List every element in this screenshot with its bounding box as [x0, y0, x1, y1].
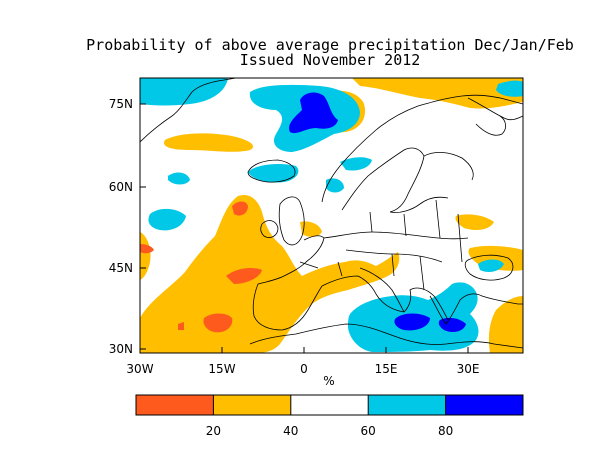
chart-subtitle: Issued November 2012 [239, 51, 421, 69]
orange-region-iceland [164, 133, 254, 152]
turkey-coast [481, 295, 523, 305]
greece-coast [429, 293, 483, 325]
north-africa-coast [249, 323, 523, 349]
orange-region-ukraine [455, 214, 494, 230]
colorbar-label-40: 40 [283, 424, 298, 438]
red-region-5 [178, 322, 184, 330]
colorbar-labels: 20 40 60 80 [206, 424, 453, 438]
scandinavia-coast [321, 94, 523, 203]
black-sea-coast [464, 254, 514, 281]
lon-label-15w: 15W [208, 362, 235, 376]
colorbar [136, 395, 523, 415]
russia-arctic-coast [467, 97, 523, 121]
ireland-coast [260, 220, 279, 238]
unit-label: % [323, 374, 334, 388]
cyan-region-svalbard [496, 80, 523, 97]
colorbar-bin-1 [213, 395, 291, 415]
colorbar-label-80: 80 [438, 424, 453, 438]
colorbar-bin-2 [290, 395, 369, 415]
lon-label-0: 0 [300, 362, 308, 376]
continent-borders-1 [323, 231, 469, 240]
continent-borders-3 [369, 199, 463, 263]
red-region-4 [140, 244, 154, 254]
italy-coast [359, 267, 405, 313]
cyan-region-north-sea [326, 178, 344, 193]
cyan-region-faroe [248, 164, 299, 183]
iceland-coast [247, 159, 296, 183]
white-sea [475, 115, 506, 136]
orange-region-france [300, 221, 322, 237]
europe-west-coast [257, 235, 325, 285]
red-region-1 [232, 201, 248, 216]
colorbar-bin-0 [136, 395, 214, 415]
red-region-2 [226, 268, 262, 284]
lat-label-75n: 75N [109, 97, 133, 111]
axis-ticks [139, 103, 469, 353]
orange-region-iberia [140, 194, 400, 353]
colorbar-label-20: 20 [206, 424, 221, 438]
lat-label-60n: 60N [109, 180, 133, 194]
probability-fields [140, 78, 523, 353]
coastlines [140, 78, 523, 349]
red-region-3 [203, 313, 233, 333]
sweden-finland [341, 147, 425, 213]
blue-region-north [289, 92, 338, 134]
cyan-region-atlantic-2 [148, 208, 186, 231]
cyan-region-atlantic-1 [168, 172, 190, 185]
continent-borders-4 [299, 253, 425, 291]
orange-region-turkey [488, 296, 523, 353]
colorbar-bin-4 [445, 395, 523, 415]
cyan-region-black-sea [478, 259, 504, 272]
iberia-coast [252, 283, 323, 331]
lon-label-15e: 15E [375, 362, 398, 376]
cyan-region-greenland [140, 78, 228, 106]
baltic-coast [389, 196, 449, 213]
lat-label-45n: 45N [109, 261, 133, 275]
colorbar-label-60: 60 [361, 424, 376, 438]
orange-region-italy [338, 263, 368, 285]
cyan-region-scandinavia [340, 157, 372, 171]
lon-label-30w: 30W [126, 362, 153, 376]
chart-title: Probability of above average precipitati… [86, 36, 574, 54]
uk-coast [278, 196, 305, 246]
blue-region-med-1 [394, 313, 430, 331]
continent-borders-2 [345, 249, 443, 263]
lon-label-30e: 30E [457, 362, 480, 376]
orange-region-north [352, 78, 523, 109]
orange-region-atlantic-west [140, 232, 151, 280]
colorbar-frame [135, 394, 524, 416]
greenland-coast [140, 78, 237, 143]
finland-gulf [423, 152, 474, 181]
map-frame [139, 77, 524, 354]
colorbar-bin-3 [368, 395, 446, 415]
blue-region-med-2 [438, 317, 466, 332]
lat-label-30n: 30N [109, 342, 133, 356]
